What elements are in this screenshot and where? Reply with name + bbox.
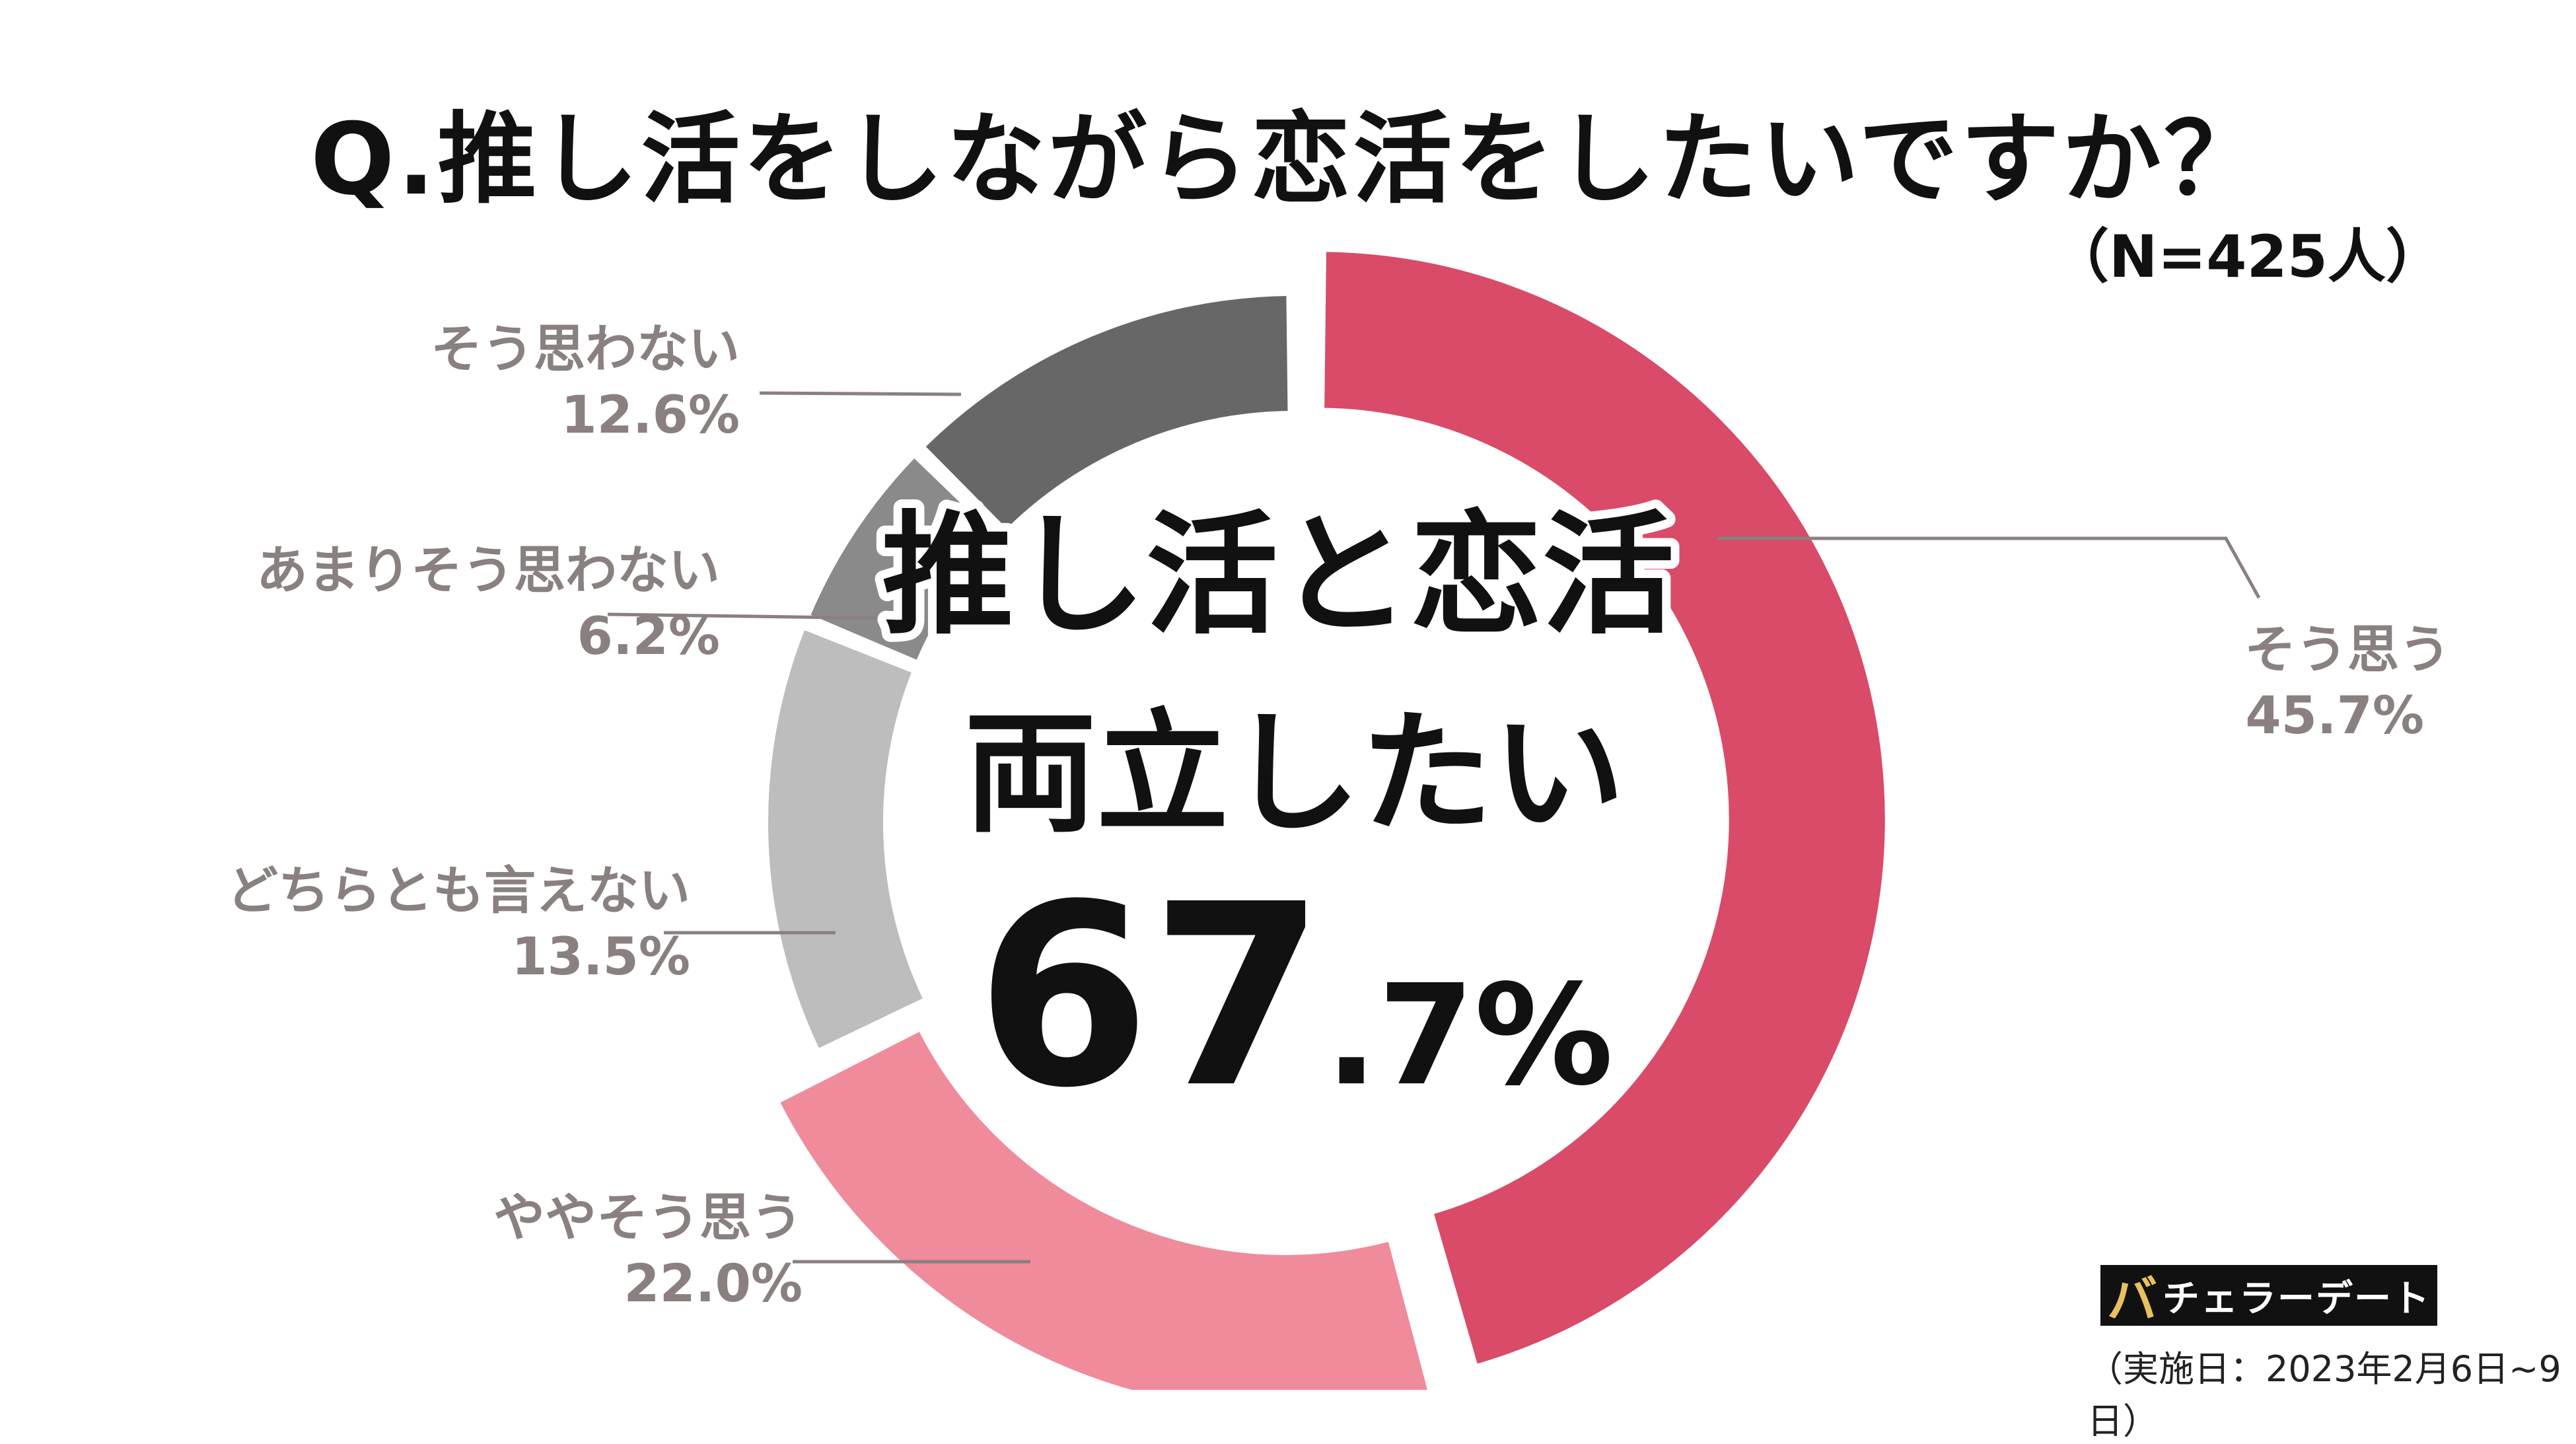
leader-lines — [607, 391, 2261, 1264]
slice-label-2: ややそう思う — [493, 1188, 803, 1248]
slice-value-1: 45.7% — [2245, 686, 2424, 746]
center-percentage-int: 67 — [976, 850, 1325, 1143]
slices — [764, 248, 1889, 1390]
slice-1 — [1320, 248, 1889, 1369]
center-annotation: 推し活と恋活 両立したい 67.7% — [873, 490, 1683, 1151]
center-percentage: 67.7% — [976, 850, 1613, 1143]
slice-3 — [764, 625, 928, 1054]
slice-4 — [805, 452, 1003, 665]
slice-label-1: そう思う — [2244, 620, 2451, 680]
brand-mark: バ — [2107, 1270, 2159, 1329]
slice-value-2: 22.0% — [624, 1254, 803, 1314]
center-line-2: 両立したい — [964, 697, 1625, 851]
survey-date: （実施日：2023年2月6日~9日） — [2087, 1348, 2561, 1442]
slice-value-3: 13.5% — [511, 927, 690, 987]
slice-value-4: 6.2% — [577, 607, 720, 667]
slice-label-4: あまりそう思わない — [256, 541, 720, 600]
slice-value-5: 12.6% — [561, 386, 740, 445]
slice-2 — [775, 1027, 1432, 1390]
leader-line-1 — [1717, 536, 2261, 599]
leader-line-4 — [607, 612, 889, 620]
leader-line-5 — [759, 391, 962, 396]
slice-5 — [920, 292, 1292, 534]
sample-size: （N=425人） — [2050, 223, 2444, 291]
center-line-1: 推し活と恋活 — [882, 499, 1674, 653]
chart-title: Q.推し活をしながら恋活をしたいですか？ — [310, 102, 2266, 217]
slice-label-5: そう思わない — [431, 320, 740, 379]
slice-label-3: どちらとも言えない — [227, 861, 690, 921]
brand-name: チェラーデート — [2163, 1277, 2431, 1320]
brand-logo: バ チェラーデート — [2100, 1265, 2437, 1329]
center-percentage-dec: .7% — [1325, 955, 1613, 1116]
